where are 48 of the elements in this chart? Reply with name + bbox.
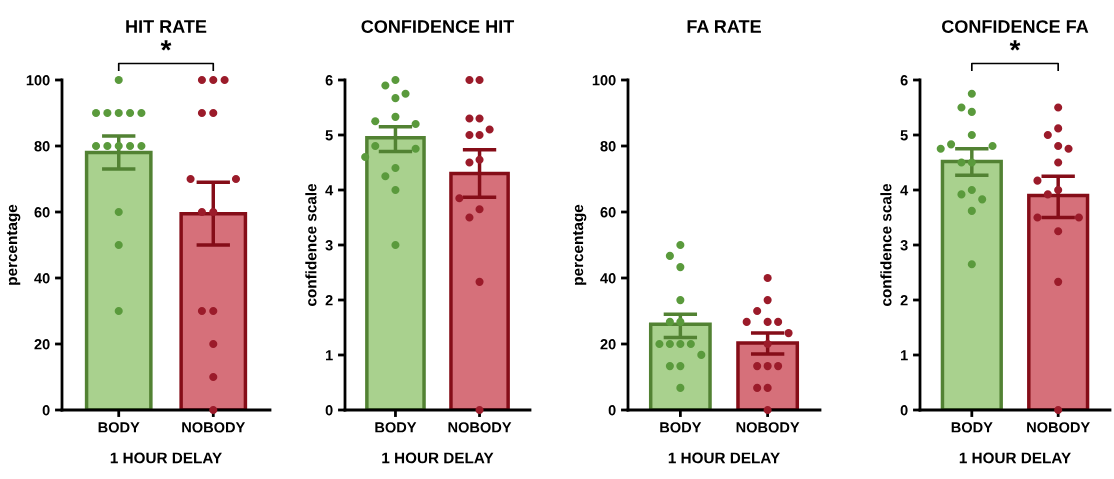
chart-title: HIT RATE	[126, 20, 207, 33]
y-tick-label: 40	[600, 273, 616, 284]
text: *	[160, 40, 172, 51]
x-axis-title: 1 HOUR DELAY	[382, 452, 494, 464]
x-tick-label: BODY	[375, 422, 417, 433]
x-tick-label: NOBODY	[1027, 422, 1090, 433]
y-tick-label: 40	[34, 273, 50, 284]
x-tick-label: NOBODY	[448, 422, 512, 433]
chart-title: CONFIDENCE FA	[942, 20, 1089, 33]
y-tick-label: 100	[592, 75, 616, 86]
y-tick-label: 20	[34, 339, 50, 350]
chart-title: CONFIDENCE HIT	[361, 20, 515, 33]
y-tick-label: 60	[600, 207, 616, 218]
y-axis-title: percentage	[573, 204, 587, 285]
x-tick-label: BODY	[98, 422, 140, 433]
y-tick-label: 5	[325, 130, 333, 141]
text: *	[1009, 40, 1021, 51]
y-tick-label: 20	[600, 339, 616, 350]
x-tick-label: NOBODY	[182, 422, 246, 433]
x-tick-label: BODY	[951, 422, 993, 433]
y-tick-label: 60	[34, 207, 50, 218]
y-tick-label: 3	[325, 240, 333, 251]
y-tick-label: 6	[900, 75, 908, 86]
y-tick-label: 1	[901, 350, 908, 361]
y-tick-label: 0	[42, 405, 50, 416]
y-axis-title: confidence scale	[305, 183, 317, 306]
y-tick-label: 3	[900, 240, 908, 251]
chart-title: FA RATE	[687, 20, 761, 33]
x-tick-label: BODY	[660, 422, 702, 433]
y-tick-label: 6	[325, 75, 333, 86]
y-tick-label: 0	[325, 405, 333, 416]
y-tick-label: 100	[26, 75, 50, 86]
y-tick-label: 2	[325, 295, 333, 306]
y-tick-label: 0	[608, 405, 616, 416]
y-tick-label: 80	[34, 141, 50, 152]
y-tick-label: 80	[600, 141, 616, 152]
x-axis-title: 1 HOUR DELAY	[668, 452, 780, 464]
y-tick-label: 4	[325, 185, 334, 196]
y-tick-label: 1	[326, 350, 333, 361]
y-tick-label: 2	[900, 295, 908, 306]
y-tick-label: 0	[900, 405, 908, 416]
y-tick-label: 4	[900, 185, 909, 196]
x-tick-label: NOBODY	[736, 422, 800, 433]
y-axis-title: confidence scale	[880, 183, 892, 306]
x-axis-title: 1 HOUR DELAY	[110, 452, 222, 464]
y-axis-title: percentage	[7, 204, 21, 285]
x-axis-title: 1 HOUR DELAY	[959, 452, 1071, 464]
y-tick-label: 5	[900, 130, 908, 141]
